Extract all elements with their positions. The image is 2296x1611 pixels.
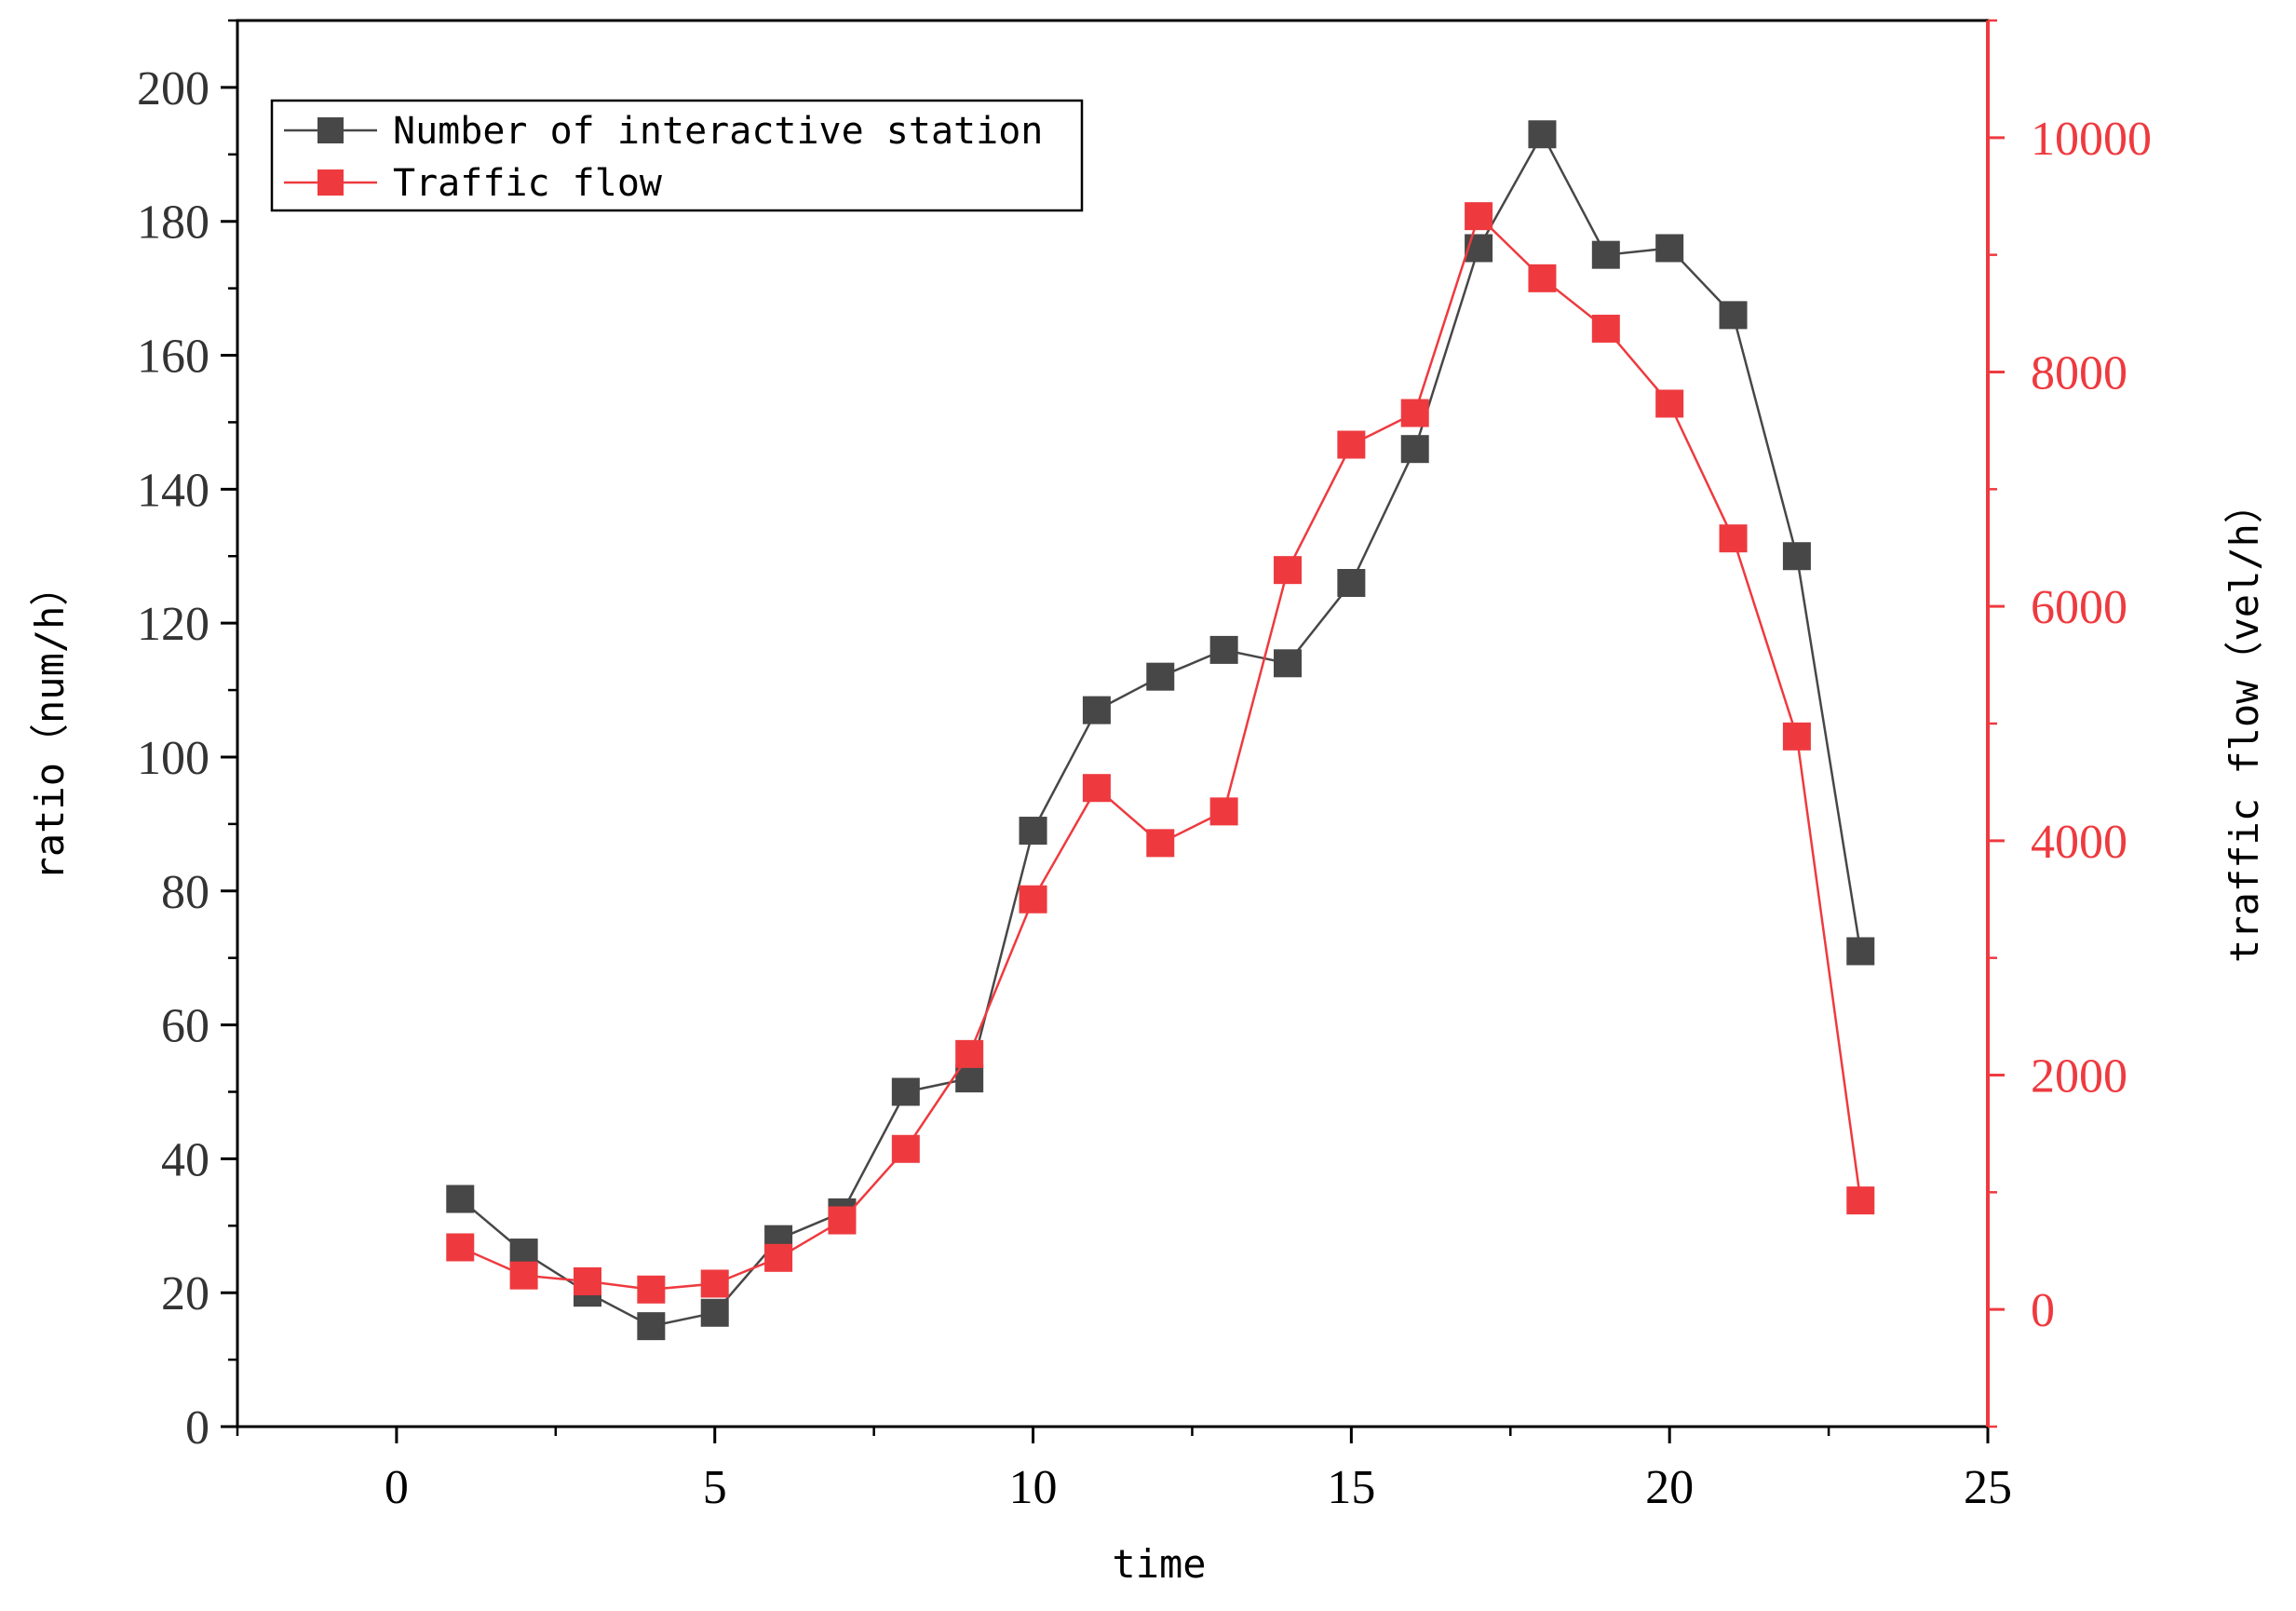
x-tick-label: 20 (1645, 1461, 1694, 1514)
legend-marker-0 (317, 117, 344, 143)
legend-marker-1 (317, 169, 344, 196)
series-0-point (1528, 120, 1557, 149)
series-line-1 (459, 213, 1862, 1292)
y-tick-label: 60 (161, 1000, 209, 1053)
series-1-point (574, 1266, 601, 1295)
series-1-point (1274, 556, 1302, 585)
series-0-point (1846, 937, 1875, 966)
series-0-point (891, 1077, 920, 1106)
series-0-point (637, 1312, 666, 1341)
series-1-point (1655, 389, 1684, 418)
series-0-point (1274, 649, 1302, 678)
legend-box (270, 99, 1084, 212)
series-1-point (1019, 885, 1047, 914)
series-1-point (1400, 399, 1429, 427)
series-0-point (700, 1298, 729, 1327)
x-tick-label: 25 (1964, 1461, 2012, 1514)
y-tick-label: 40 (161, 1133, 209, 1186)
x-tick-label: 5 (703, 1461, 727, 1514)
series-1-point (1782, 722, 1811, 751)
series-1-point (446, 1233, 475, 1262)
y2-tick-label: 0 (2031, 1284, 2055, 1337)
y-tick-label: 140 (137, 464, 209, 517)
x-axis-title: time (1112, 1541, 1206, 1587)
legend: Number of interactive station Traffic fl… (270, 99, 1084, 212)
series-1-point (955, 1039, 984, 1068)
series-1-point (1846, 1186, 1875, 1215)
series-1-point (1337, 430, 1366, 459)
y-tick-label: 120 (137, 598, 209, 651)
series-1-point (1146, 829, 1175, 858)
y-tick-label: 200 (137, 62, 209, 115)
y2-tick-label: 6000 (2031, 581, 2127, 634)
series-1-point (509, 1261, 538, 1290)
series-1-point (891, 1134, 920, 1163)
series-1-point (1528, 264, 1557, 292)
y-tick-label: 80 (161, 866, 209, 919)
y-tick-label: 180 (137, 196, 209, 250)
series-1-point (1209, 797, 1238, 826)
series-0-point (1591, 240, 1620, 269)
series-0-point (1019, 817, 1047, 846)
series-0-point (446, 1185, 475, 1213)
y-tick-label: 20 (161, 1267, 209, 1320)
y2-tick-label: 10000 (2031, 113, 2152, 166)
series-1-point (1465, 202, 1493, 231)
y-axis-title: ratio（num/h） (27, 567, 73, 881)
series-1-point (764, 1243, 793, 1272)
plot-frame (236, 19, 1990, 1428)
series-1-point (1082, 774, 1111, 803)
x-tick-label: 15 (1327, 1461, 1375, 1514)
y2-axis-title: traffic flow（vel/h） (2222, 484, 2267, 963)
series-1-point (700, 1269, 729, 1298)
series-line-0 (459, 131, 1862, 1328)
x-tick-label: 10 (1009, 1461, 1058, 1514)
series-0-point (1400, 435, 1429, 464)
legend-label-0: Number of interactive station (393, 110, 1043, 153)
legend-label-1: Traffic flow (393, 162, 663, 205)
series-0-point (1082, 696, 1111, 724)
series-0-point (1719, 301, 1748, 330)
y-tick-label: 100 (137, 732, 209, 785)
y2-tick-label: 8000 (2031, 347, 2127, 400)
series-1-point (637, 1275, 666, 1304)
y-tick-label: 160 (137, 331, 209, 384)
series-0-point (1655, 234, 1684, 263)
series-0-point (1337, 569, 1366, 597)
series-1-point (828, 1206, 857, 1235)
y-tick-label: 0 (185, 1401, 209, 1455)
series-0-point (1782, 542, 1811, 571)
series-0-point (1209, 635, 1238, 664)
ticks-layer: 0 5 10 15 20 25020406080100120140160180200020… (137, 19, 2152, 1514)
series-layer (446, 120, 1875, 1341)
x-tick-label: 0 (385, 1461, 409, 1514)
y2-tick-label: 4000 (2031, 816, 2127, 869)
series-1-point (1591, 314, 1620, 343)
y2-tick-label: 2000 (2031, 1050, 2127, 1103)
series-1-point (1719, 524, 1748, 553)
series-0-point (1146, 662, 1175, 691)
